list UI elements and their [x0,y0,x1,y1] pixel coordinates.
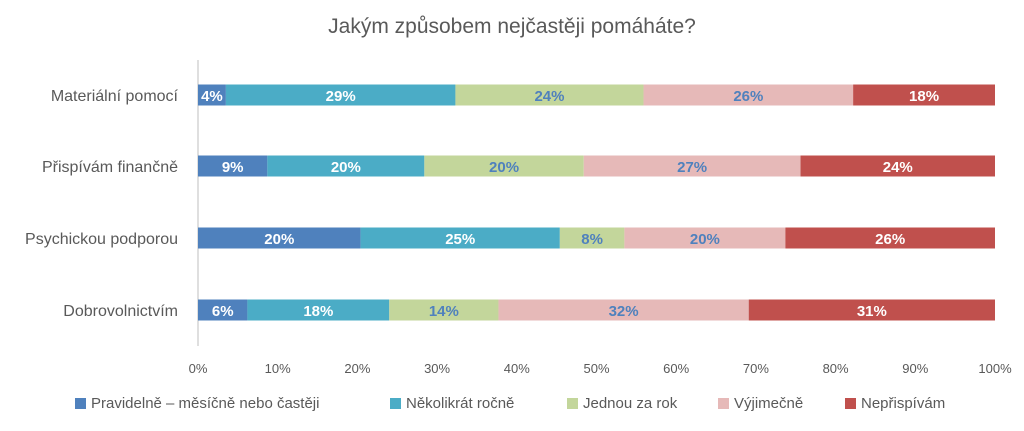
category-label: Přispívám finančně [42,159,178,176]
data-label: 29% [326,88,356,105]
x-tick-label: 20% [344,361,370,376]
data-label: 14% [429,303,459,320]
legend-label: Výjimečně [734,395,803,412]
bar-segment [267,155,425,177]
bar-segment [624,227,786,249]
legend-label: Několikrát ročně [406,395,514,412]
data-label: 20% [331,159,361,176]
data-label: 6% [212,303,234,320]
data-label: 26% [733,88,763,105]
data-label: 20% [489,159,519,176]
x-tick-label: 80% [823,361,849,376]
legend-swatch [718,398,729,409]
category-label: Materiální pomocí [51,88,179,105]
bar-segment [748,299,995,321]
data-label: 18% [909,88,939,105]
legend-swatch [390,398,401,409]
x-tick-label: 40% [504,361,530,376]
bar-segment [225,84,456,106]
data-label: 24% [883,159,913,176]
category-label: Dobrovolnictvím [63,303,178,320]
bar-segment [198,299,248,321]
data-label: 24% [534,88,564,105]
bar-segment [785,227,995,249]
x-tick-label: 70% [743,361,769,376]
data-label: 9% [222,159,244,176]
chart-title: Jakým způsobem nejčastěji pomáháte? [328,15,696,38]
data-label: 20% [690,231,720,248]
bar-segment [643,84,854,106]
data-label: 18% [303,303,333,320]
x-tick-label: 10% [265,361,291,376]
bars-group: 4% 29% 24% 26% 18% 9% 20% 20% 27% 24% 20% 25% 8% 20% 2… [198,84,995,321]
data-label: 4% [201,88,223,105]
x-tick-label: 0% [189,361,208,376]
bar-segment [198,155,268,177]
x-tick-label: 60% [663,361,689,376]
x-tick-label: 30% [424,361,450,376]
bar-segment [198,84,226,106]
bar-segment [360,227,560,249]
bar-segment [198,227,361,249]
x-tick-label: 100% [978,361,1012,376]
bar-segment [424,155,584,177]
legend-swatch [75,398,86,409]
x-tick-label: 50% [583,361,609,376]
legend-label: Nepřispívám [861,395,945,412]
data-label: 27% [677,159,707,176]
bar-segment [800,155,995,177]
legend: Pravidelně – měsíčně nebo častěji Několik… [75,395,945,412]
legend-label: Jednou za rok [583,395,678,412]
bar-segment [389,299,499,321]
data-label: 25% [445,231,475,248]
data-label: 26% [875,231,905,248]
legend-swatch [567,398,578,409]
bar-segment [583,155,801,177]
data-label: 31% [857,303,887,320]
bar-segment [559,227,625,249]
bar-segment [498,299,749,321]
data-label: 8% [581,231,603,248]
bar-segment [455,84,644,106]
x-tick-label: 90% [902,361,928,376]
bar-segment [247,299,390,321]
legend-label: Pravidelně – měsíčně nebo častěji [91,395,319,412]
legend-swatch [845,398,856,409]
category-label: Psychickou podporou [25,231,178,248]
data-label: 20% [264,231,294,248]
axis-group: 0% 10% 20% 30% 40% 50% 60% 70% 80% 90% 100% Materiá… [25,60,1012,376]
bar-segment [853,84,995,106]
data-label: 32% [609,303,639,320]
